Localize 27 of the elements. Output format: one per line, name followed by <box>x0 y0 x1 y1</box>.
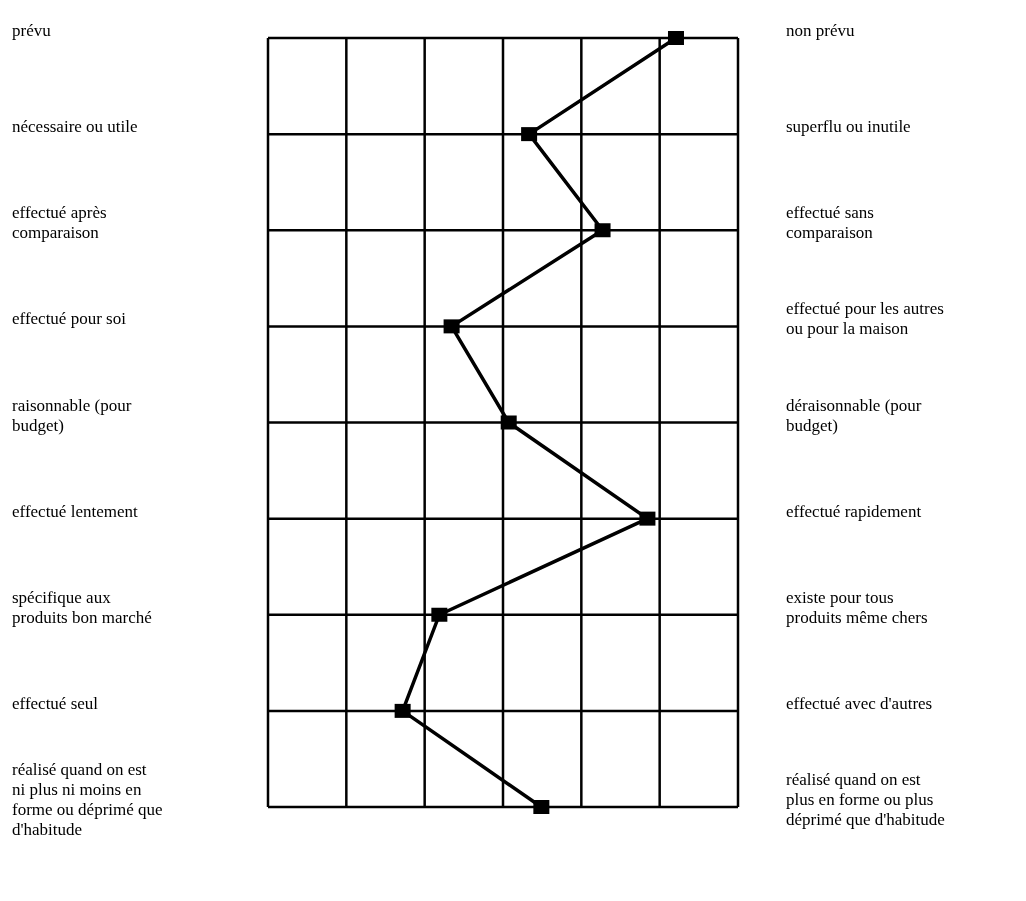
point <box>639 511 656 526</box>
point <box>431 607 448 622</box>
point <box>533 800 550 814</box>
y-tick-label: effectué pour soi <box>12 309 127 329</box>
point <box>594 223 611 238</box>
y-tick-label: réalisé quand on est ni plus ni moins en forme ou déprimé que d'habitude <box>12 759 163 839</box>
y-tick-label: raisonnable (pour budget) <box>12 395 132 435</box>
y-tick-label: effectué lentement <box>12 501 138 521</box>
y2-tick-label: effectué avec d'autres <box>786 693 933 713</box>
point <box>443 319 460 334</box>
y-tick-label: effectué après comparaison <box>12 203 107 243</box>
y2-tick-label: existe pour tous produits même chers <box>786 587 928 627</box>
y2-tick-label: superflu ou inutile <box>786 117 911 137</box>
y-tick-label: prévu <box>12 20 52 40</box>
point <box>500 415 517 430</box>
y-tick-label: effectué seul <box>12 693 99 713</box>
point <box>667 31 684 45</box>
y-tick-label: spécifique aux produits bon marché <box>12 587 152 627</box>
y2-tick-label: effectué sans comparaison <box>786 203 874 243</box>
y2-tick-label: effectué pour les autres ou pour la maison <box>786 299 944 339</box>
y-tick-label: nécessaire ou utile <box>12 117 138 137</box>
y2-tick-label: non prévu <box>786 20 855 40</box>
point <box>521 127 538 142</box>
y2-tick-label: effectué rapidement <box>786 501 922 521</box>
point <box>394 703 411 718</box>
y2-tick-label: déraisonnable (pour budget) <box>786 395 922 435</box>
y2-tick-label: réalisé quand on est plus en forme ou plus déprimé que d'habitude <box>786 769 945 829</box>
